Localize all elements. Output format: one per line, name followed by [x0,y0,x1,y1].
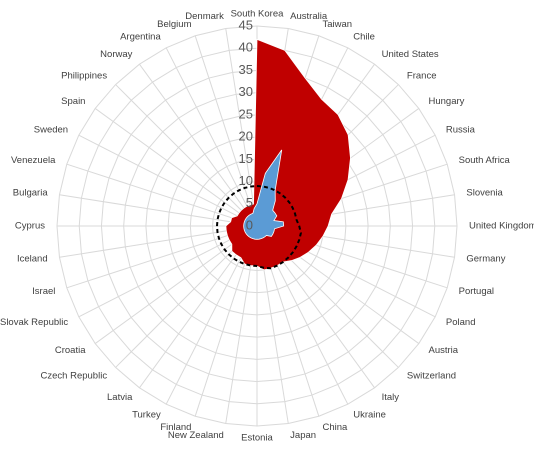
y-tick-label: 35 [239,62,253,77]
category-label: France [407,71,437,82]
y-tick-label: 0 [246,217,253,232]
spoke [115,84,258,227]
series-area [243,149,285,240]
category-label: China [323,422,349,433]
category-label: Switzerland [407,370,456,381]
category-label: United Kingdom [469,221,534,232]
category-label: Poland [446,317,476,328]
category-label: Croatia [55,345,86,356]
category-label: Portugal [459,286,494,297]
category-label: United States [382,49,439,60]
category-label: Latvia [107,392,133,403]
category-label: Belgium [157,19,191,30]
category-label: Germany [466,254,505,265]
category-label: Israel [32,286,55,297]
series-line [215,184,302,270]
category-label: New Zealand [168,430,224,441]
y-tick-label: 40 [239,40,253,55]
category-label: Taiwan [323,19,353,30]
category-label: Austria [429,345,459,356]
category-label: Turkey [132,409,161,420]
category-label: Australia [290,11,328,22]
category-label: Denmark [185,11,224,22]
y-tick-label: 5 [246,195,253,210]
category-label: Estonia [241,433,273,444]
spoke [66,225,258,289]
y-tick-label: 45 [239,17,253,32]
category-label: Iceland [17,254,48,265]
spoke [139,63,258,227]
category-label: Ukraine [353,409,386,420]
y-tick-label: 10 [239,173,253,188]
category-label: Finland [160,422,191,433]
y-tick-label: 30 [239,84,253,99]
category-label: Slovenia [466,187,503,198]
category-label: Hungary [429,96,465,107]
category-label: Spain [61,96,85,107]
y-tick-label: 20 [239,129,253,144]
y-tick-label: 15 [239,151,253,166]
spoke [78,225,258,318]
category-label: Czech Republic [41,370,108,381]
spoke [194,35,258,227]
category-label: Norway [100,49,132,60]
category-label: South Africa [459,155,511,166]
spoke [66,163,258,227]
spoke [165,47,258,227]
category-label: Slovak Republic [0,317,68,328]
spoke [59,225,258,258]
spoke [59,194,258,227]
y-tick-label: 25 [239,106,253,121]
category-label: Venezuela [11,155,56,166]
spoke [78,134,258,227]
category-label: Japan [290,430,316,441]
category-label: Cyprus [15,221,45,232]
spoke [94,225,258,344]
category-label: Sweden [34,124,68,135]
category-label: South Korea [231,9,285,20]
category-label: Chile [353,32,375,43]
category-label: Argentina [120,32,161,43]
category-label: Italy [382,392,400,403]
category-label: Bulgaria [13,187,49,198]
spoke [225,28,258,227]
category-label: Philippines [61,71,107,82]
category-label: Russia [446,124,476,135]
spoke [94,108,258,227]
